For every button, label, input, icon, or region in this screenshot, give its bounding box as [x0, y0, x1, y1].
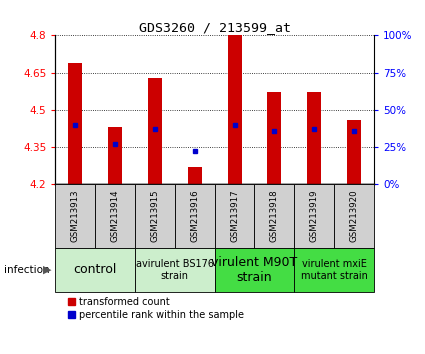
- Text: virulent M90T
strain: virulent M90T strain: [211, 256, 298, 284]
- Text: GSM213913: GSM213913: [71, 190, 79, 242]
- Bar: [347, 120, 361, 184]
- Text: infection: infection: [4, 265, 50, 275]
- Text: GSM213915: GSM213915: [150, 190, 159, 242]
- Text: GSM213916: GSM213916: [190, 190, 199, 242]
- Text: ▶: ▶: [42, 265, 51, 275]
- Bar: [108, 127, 122, 184]
- Text: GSM213918: GSM213918: [270, 190, 279, 242]
- Bar: [307, 92, 321, 184]
- Bar: [135, 184, 175, 248]
- Text: GSM213917: GSM213917: [230, 190, 239, 242]
- Bar: [95, 184, 135, 248]
- Text: GSM213920: GSM213920: [350, 190, 359, 242]
- Bar: [148, 78, 162, 184]
- Title: GDS3260 / 213599_at: GDS3260 / 213599_at: [139, 21, 291, 34]
- Bar: [255, 184, 294, 248]
- Text: GSM213914: GSM213914: [110, 190, 119, 242]
- Bar: [135, 248, 215, 292]
- Bar: [227, 35, 241, 184]
- Legend: transformed count, percentile rank within the sample: transformed count, percentile rank withi…: [68, 297, 244, 320]
- Text: avirulent BS176
strain: avirulent BS176 strain: [136, 259, 214, 281]
- Bar: [55, 184, 95, 248]
- Bar: [334, 184, 374, 248]
- Bar: [175, 184, 215, 248]
- Bar: [215, 248, 294, 292]
- Bar: [68, 63, 82, 184]
- Bar: [215, 184, 255, 248]
- Bar: [267, 92, 281, 184]
- Bar: [188, 167, 202, 184]
- Text: virulent mxiE
mutant strain: virulent mxiE mutant strain: [301, 259, 368, 281]
- Bar: [294, 248, 374, 292]
- Bar: [294, 184, 334, 248]
- Text: GSM213919: GSM213919: [310, 190, 319, 242]
- Text: control: control: [74, 263, 117, 276]
- Bar: [55, 248, 135, 292]
